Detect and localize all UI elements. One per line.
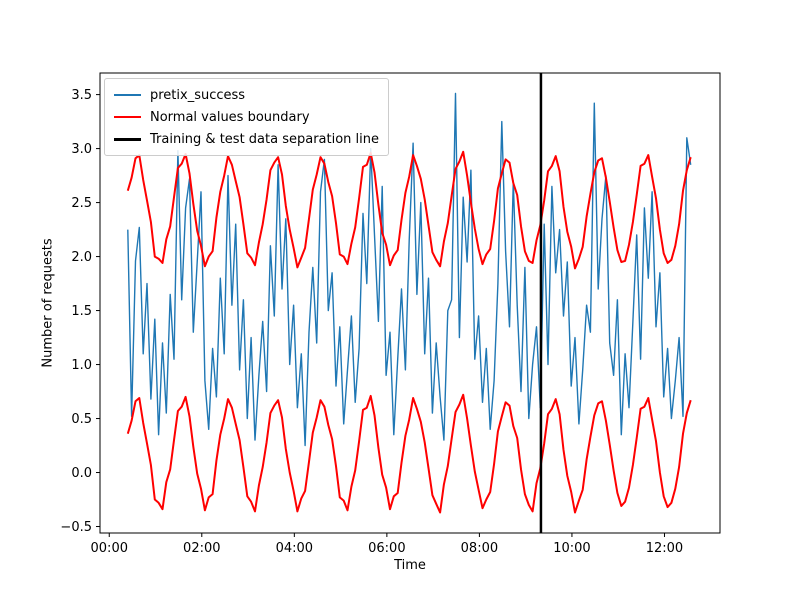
legend-label: Training & test data separation line: [150, 131, 380, 147]
legend-entry-normal-values-boundary: Normal values boundary: [114, 106, 379, 128]
x-axis-tick-label: 08:00: [461, 541, 498, 556]
series-line-normal-values-upper-boundary: [126, 150, 692, 270]
series-line-normal-values-lower-boundary: [126, 393, 692, 514]
legend-entry-pretix-success: pretix_success: [114, 84, 379, 106]
series-line-pretix_success: [127, 92, 692, 447]
legend-entry-separation-line: Training & test data separation line: [114, 128, 379, 150]
y-axis-tick-label: 0.5: [71, 412, 92, 427]
y-axis-tick-label: 2.0: [71, 250, 92, 265]
y-axis-tick-label: 0.0: [71, 466, 92, 481]
legend-label: pretix_success: [150, 87, 246, 103]
legend-line-sample-black: [114, 137, 141, 141]
y-axis-tick-label: 1.5: [71, 304, 92, 319]
legend-line-sample-blue: [114, 94, 141, 96]
x-axis-label: Time: [394, 558, 426, 573]
x-axis-tick-label: 02:00: [183, 541, 220, 556]
x-axis-tick-label: 00:00: [91, 541, 128, 556]
y-axis-tick-label: 3.0: [71, 142, 92, 157]
x-axis-tick-label: 10:00: [553, 541, 590, 556]
y-axis-tick-label: 1.0: [71, 358, 92, 373]
legend-line-sample-red: [114, 116, 141, 118]
x-axis-tick-label: 04:00: [276, 541, 313, 556]
y-axis-label: Number of requests: [40, 238, 56, 368]
x-axis-tick-label: 06:00: [368, 541, 405, 556]
x-axis-tick-label: 12:00: [646, 541, 683, 556]
plot-border: [99, 72, 721, 534]
y-axis-tick-label: 2.5: [71, 196, 92, 211]
y-axis-tick-label: −0.5: [60, 520, 92, 535]
legend-label: Normal values boundary: [150, 109, 310, 125]
legend: pretix_success Normal values boundary Tr…: [104, 78, 390, 156]
y-axis-tick-label: 3.5: [71, 88, 92, 103]
